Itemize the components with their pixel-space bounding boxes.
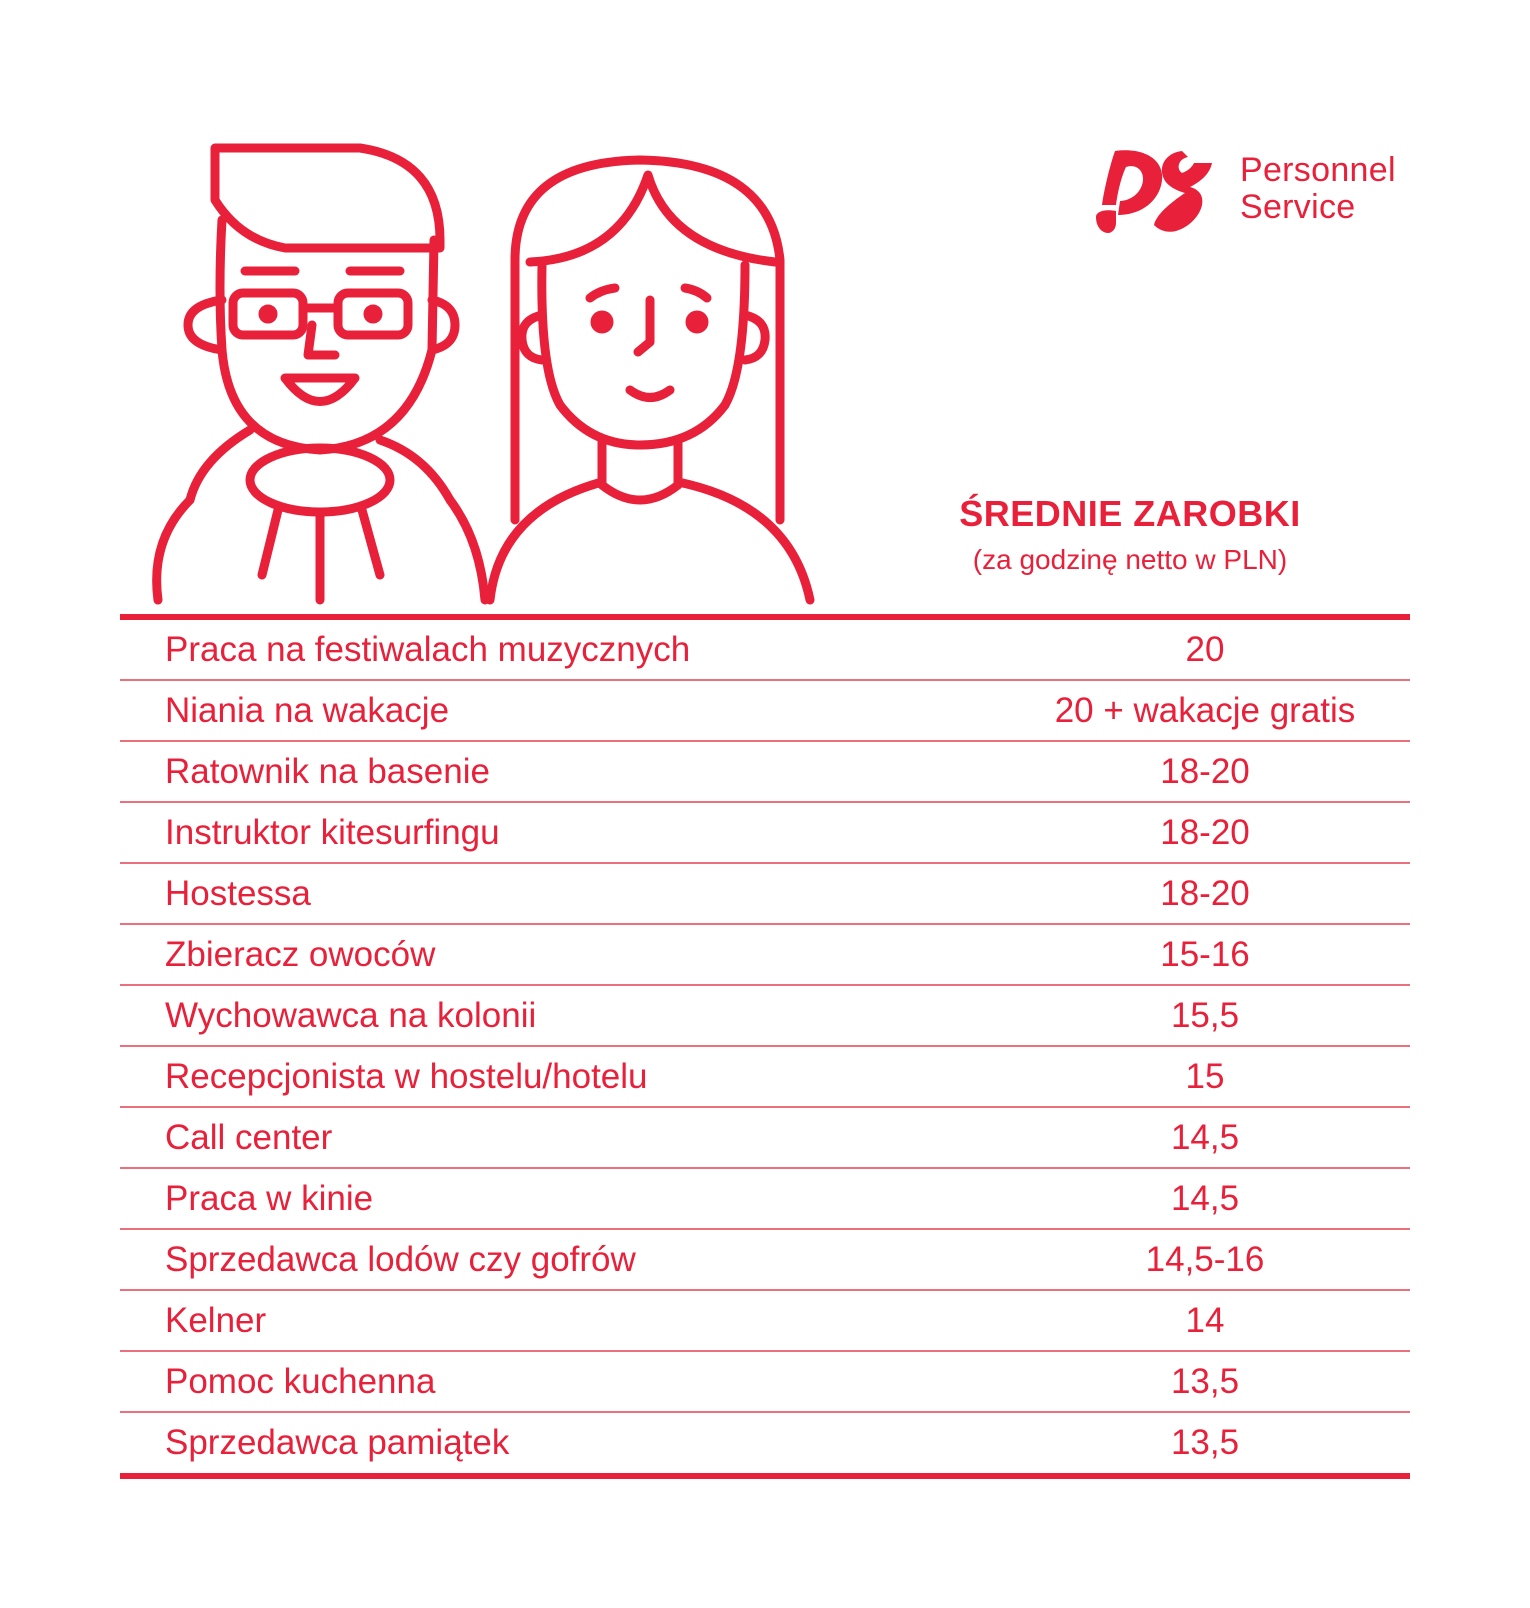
- table-row: Zbieracz owoców 15-16: [120, 925, 1410, 986]
- hourly-pay-cell: 13,5: [1170, 1361, 1240, 1401]
- brand-name: Personnel Service: [1240, 152, 1396, 226]
- hourly-pay-cell: 14: [1185, 1300, 1225, 1340]
- hourly-pay-cell: 18-20: [1160, 873, 1250, 913]
- table-row: Hostessa 18-20: [120, 864, 1410, 925]
- table-row: Ratownik na basenie 18-20: [120, 742, 1410, 803]
- hourly-pay-cell: 15-16: [1160, 934, 1250, 974]
- hourly-pay-cell: 15: [1185, 1056, 1225, 1096]
- job-title-cell: Sprzedawca pamiątek: [165, 1423, 510, 1462]
- job-title-cell: Praca w kinie: [165, 1178, 374, 1218]
- man-with-glasses-icon: [152, 143, 490, 605]
- hourly-pay-cell: 20: [1185, 629, 1225, 669]
- job-title-cell: Wychowawca na kolonii: [165, 995, 537, 1035]
- job-title-cell: Call center: [165, 1117, 333, 1157]
- table-row: Pomoc kuchenna 13,5: [120, 1352, 1410, 1413]
- hourly-pay-cell: 15,5: [1170, 995, 1240, 1035]
- table-row: Call center 14,5: [120, 1108, 1410, 1169]
- job-title-cell: Praca na festiwalach muzycznych: [165, 629, 691, 669]
- heading-title: ŚREDNIE ZAROBKI: [959, 493, 1301, 534]
- table-row: Sprzedawca lodów czy gofrów 14,5-16: [120, 1230, 1410, 1291]
- hourly-pay-cell: 14,5-16: [1145, 1239, 1265, 1279]
- personnel-service-logo-icon: [1096, 150, 1212, 233]
- table-row: Kelner 14: [120, 1291, 1410, 1352]
- hourly-pay-cell: 14,5: [1170, 1117, 1240, 1157]
- table-row: Wychowawca na kolonii 15,5: [120, 986, 1410, 1047]
- table-row: Recepcjonista w hostelu/hotelu 15: [120, 1047, 1410, 1108]
- table-heading: ŚREDNIE ZAROBKI (za godzinę netto w PLN): [910, 492, 1350, 580]
- table-row: Praca w kinie 14,5: [120, 1169, 1410, 1230]
- job-title-cell: Kelner: [165, 1300, 267, 1340]
- table-row: Instruktor kitesurfingu 18-20: [120, 803, 1410, 864]
- people-illustration: [150, 140, 850, 620]
- table-row: Praca na festiwalach muzycznych 20: [120, 620, 1410, 681]
- table-row: Sprzedawca pamiątek 13,5: [120, 1413, 1410, 1473]
- job-title-cell: Sprzedawca lodów czy gofrów: [165, 1239, 636, 1279]
- hourly-pay-cell: 18-20: [1160, 751, 1250, 791]
- hourly-pay-cell: 20 + wakacje gratis: [1054, 690, 1356, 730]
- woman-long-hair-icon: [485, 155, 815, 605]
- job-title-cell: Niania na wakacje: [165, 690, 450, 730]
- heading-subtitle: (za godzinę netto w PLN): [972, 544, 1288, 575]
- brand-name-line2: Service: [1240, 188, 1356, 226]
- brand-name-line1: Personnel: [1240, 151, 1396, 189]
- job-title-cell: Recepcjonista w hostelu/hotelu: [165, 1056, 648, 1096]
- job-title-cell: Pomoc kuchenna: [165, 1361, 436, 1401]
- job-title-cell: Instruktor kitesurfingu: [165, 812, 500, 852]
- hourly-pay-cell: 13,5: [1170, 1423, 1240, 1462]
- job-title-cell: Hostessa: [165, 873, 311, 913]
- job-title-cell: Ratownik na basenie: [165, 751, 490, 791]
- hourly-pay-cell: 14,5: [1170, 1178, 1240, 1218]
- hourly-pay-cell: 18-20: [1160, 812, 1250, 852]
- table-row: Niania na wakacje 20 + wakacje gratis: [120, 681, 1410, 742]
- earnings-table: Praca na festiwalach muzycznych 20 Niania …: [120, 614, 1410, 1479]
- job-title-cell: Zbieracz owoców: [165, 934, 436, 974]
- brand-logo: Personnel Service: [1090, 140, 1420, 250]
